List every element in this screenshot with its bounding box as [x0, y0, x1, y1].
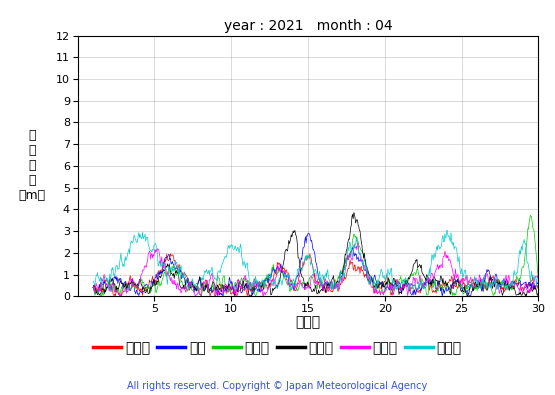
Title: year : 2021   month : 04: year : 2021 month : 04 [224, 19, 392, 33]
Text: All rights reserved. Copyright © Japan Meteorological Agency: All rights reserved. Copyright © Japan M… [128, 381, 427, 391]
Text: 有
義
波
高
（m）: 有 義 波 高 （m） [18, 130, 45, 202]
X-axis label: （日）: （日） [295, 315, 321, 329]
Legend: 上ノ国, 唐桑, 石廂崎, 経ヶ尬, 生月島, 屋久島: 上ノ国, 唐桑, 石廂崎, 経ヶ尬, 生月島, 屋久島 [88, 335, 467, 360]
